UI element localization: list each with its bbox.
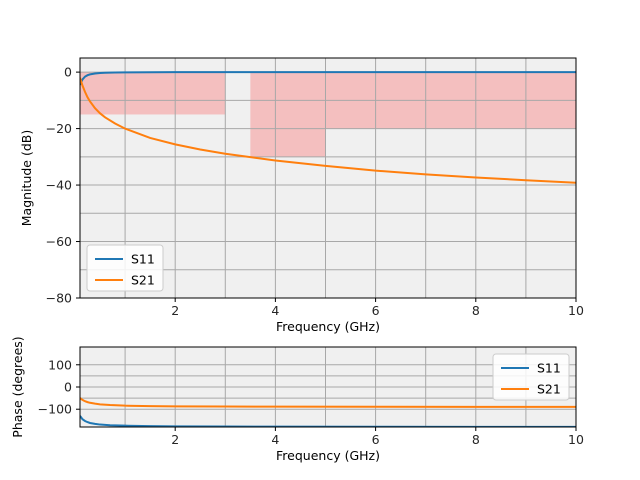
y-axis-label: Phase (degrees) bbox=[10, 336, 25, 437]
x-tick-label: 2 bbox=[171, 303, 179, 318]
x-tick-label: 8 bbox=[472, 303, 480, 318]
x-tick-label: 4 bbox=[271, 303, 279, 318]
legend-label-s21: S21 bbox=[537, 382, 561, 397]
x-tick-label: 8 bbox=[472, 432, 480, 447]
y-tick-label: −80 bbox=[46, 291, 72, 306]
x-tick-label: 6 bbox=[372, 303, 380, 318]
x-tick-label: 10 bbox=[568, 432, 584, 447]
y-tick-label: 100 bbox=[48, 357, 72, 372]
phase-panel: 2 4 6 8 10 100 0 −100 Frequency (GHz) Phase (degr… bbox=[10, 336, 584, 463]
y-tick-label: −40 bbox=[46, 178, 72, 193]
plot-frame bbox=[79, 57, 577, 299]
series-line-s11 bbox=[80, 71, 576, 86]
y-tick-label: 0 bbox=[64, 65, 72, 80]
legend-label-s11: S11 bbox=[537, 361, 561, 376]
mask-region bbox=[80, 72, 226, 115]
y-tick-label: −60 bbox=[46, 234, 72, 249]
x-axis-label: Frequency (GHz) bbox=[276, 448, 380, 463]
y-tick-label: −20 bbox=[46, 121, 72, 136]
x-tick-label: 4 bbox=[271, 432, 279, 447]
x-tick-label: 2 bbox=[171, 432, 179, 447]
y-axis-label: Magnitude (dB) bbox=[19, 130, 34, 226]
legend-label-s11: S11 bbox=[131, 252, 155, 267]
magnitude-panel: 2 4 6 8 10 0 −20 −40 −60 −80 Frequency (GHz) Magnit… bbox=[19, 57, 584, 334]
x-tick-label: 6 bbox=[372, 432, 380, 447]
series-line-s21 bbox=[80, 77, 576, 184]
series-line-s21 bbox=[80, 397, 576, 408]
legend-label-s21: S21 bbox=[131, 273, 155, 288]
x-tick-label: 10 bbox=[568, 303, 584, 318]
y-tick-label: 0 bbox=[64, 380, 72, 395]
x-axis-label: Frequency (GHz) bbox=[276, 319, 380, 334]
y-tick-label: −100 bbox=[38, 402, 72, 417]
mask-region bbox=[250, 72, 326, 157]
